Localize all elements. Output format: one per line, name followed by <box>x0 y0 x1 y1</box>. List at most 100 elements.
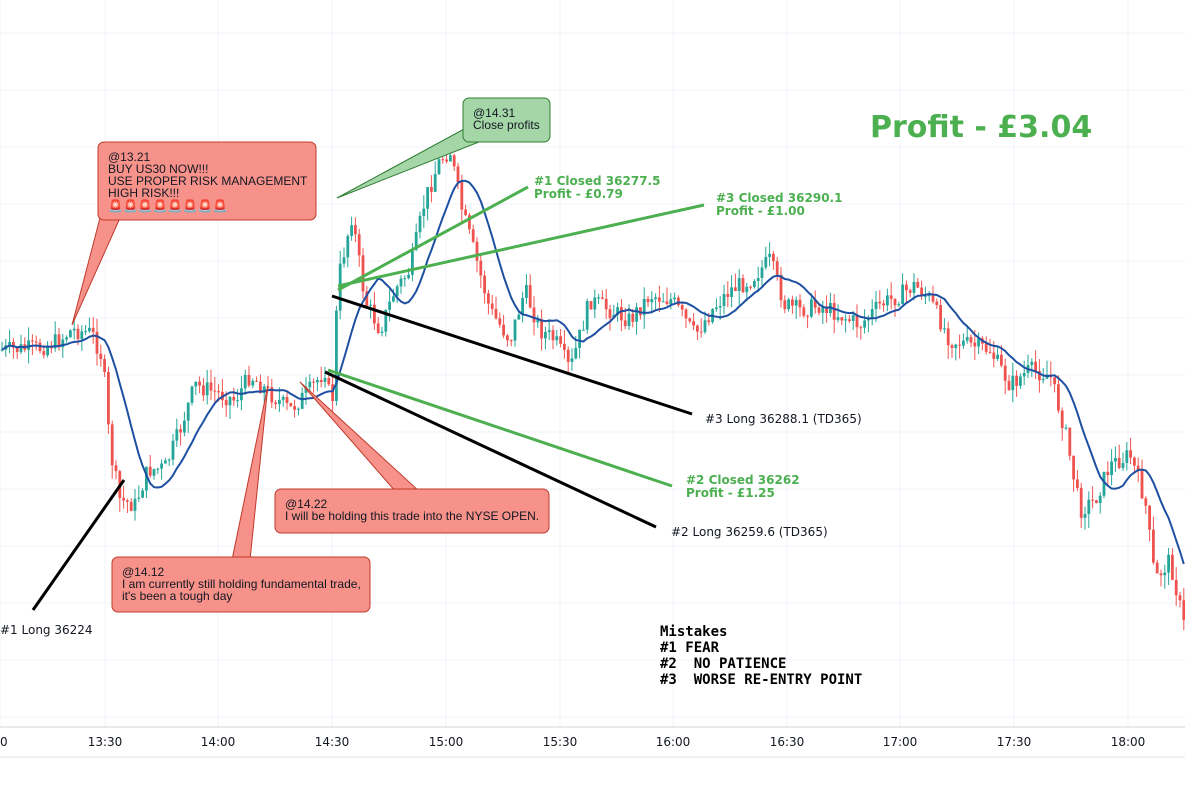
candle-body <box>703 320 707 333</box>
candle-body <box>357 234 361 256</box>
candle-body <box>34 341 38 343</box>
callout-13-21-line-2: USE PROPER RISK MANAGEMENT <box>108 174 308 188</box>
candle-body <box>844 319 847 321</box>
candle-body <box>293 406 296 410</box>
candle-body <box>483 275 486 294</box>
x-tick-label: 14:00 <box>201 735 236 749</box>
candle-body <box>525 285 528 298</box>
candle-body <box>327 378 331 385</box>
candle-body <box>570 358 574 362</box>
trade-label-closed-3: #3 Closed 36290.1 <box>716 191 842 205</box>
candle-body <box>878 301 882 304</box>
candle-body <box>578 329 581 348</box>
candle-body <box>848 319 851 321</box>
candle-body <box>84 331 87 333</box>
candle-body <box>692 321 695 326</box>
candle-body <box>684 309 688 319</box>
candle-body <box>555 336 559 341</box>
candle-body <box>669 299 673 305</box>
candle-body <box>608 309 612 319</box>
candle-body <box>1125 450 1129 463</box>
candle-body <box>882 303 885 306</box>
candle-body <box>350 225 353 237</box>
candle-body <box>665 301 669 305</box>
callout-14-31-line-0: @14.31 <box>473 106 516 120</box>
candle-body <box>141 490 144 498</box>
candle-body <box>886 295 889 306</box>
candle-body <box>969 337 973 343</box>
candle-body <box>464 209 467 216</box>
candle-body <box>756 278 760 281</box>
candle-body <box>1007 380 1011 391</box>
candle-body <box>72 328 76 331</box>
trade-profit-closed-1: Profit - £0.79 <box>534 187 623 201</box>
long-3-line <box>331 294 693 416</box>
candle-body <box>517 314 521 320</box>
trade-label-closed-1: #1 Closed 36277.5 <box>534 174 660 188</box>
candle-body <box>361 255 365 292</box>
candle-body <box>677 297 680 306</box>
candle-body <box>810 299 813 317</box>
x-tick-label: 17:00 <box>883 735 918 749</box>
candle-body <box>1064 427 1068 429</box>
candle-body <box>1136 465 1140 471</box>
long-1-line <box>31 479 126 611</box>
candle-body <box>61 339 65 348</box>
candle-body <box>247 374 251 386</box>
candle-body <box>973 342 977 347</box>
callout-14-22-line-1: I will be holding this trade into the NY… <box>285 509 539 523</box>
trade-profit-closed-3: Profit - £1.00 <box>716 204 805 218</box>
closed-3-line <box>337 203 705 288</box>
mistake-1: #1 FEAR <box>660 640 720 656</box>
candle-body <box>920 287 923 297</box>
candle-body <box>175 429 179 441</box>
candle-body <box>582 329 585 331</box>
candle-body <box>65 337 68 340</box>
candle-body <box>946 328 950 346</box>
candle-body <box>487 293 490 304</box>
profit-title: Profit - £3.04 <box>870 110 1092 145</box>
candle-body <box>1087 499 1091 515</box>
candle-body <box>726 294 730 297</box>
candle-body <box>1022 373 1026 377</box>
mistakes-heading: Mistakes <box>660 624 727 640</box>
candle-body <box>335 310 338 402</box>
candle-body <box>1140 470 1144 499</box>
candle-body <box>1041 378 1045 381</box>
candle-body <box>992 352 996 359</box>
candle-body <box>384 309 388 332</box>
candle-body <box>874 301 878 310</box>
candle-body <box>654 297 657 300</box>
candle-body <box>502 324 505 336</box>
candle-body <box>346 236 350 258</box>
candle-body <box>392 296 395 302</box>
candle-body <box>323 378 327 383</box>
candle-body <box>1057 384 1060 411</box>
candle-body <box>232 396 236 401</box>
candle-body <box>475 241 479 261</box>
callout-14-31: @14.31 Close profits <box>336 97 551 199</box>
candle-body <box>171 440 175 460</box>
candle-body <box>114 465 118 472</box>
candle-body <box>996 354 999 359</box>
candle-body <box>1060 410 1064 429</box>
candle-body <box>126 500 129 502</box>
candle-body <box>722 294 726 307</box>
candle-body <box>285 396 289 404</box>
candle-body <box>836 317 840 320</box>
candle-body <box>468 215 471 230</box>
candle-body <box>251 380 255 386</box>
candle-body <box>152 469 156 476</box>
long-2-line <box>324 370 657 529</box>
candle-body <box>597 297 600 299</box>
candle-body <box>802 307 806 316</box>
candle-body <box>110 424 114 466</box>
candle-body <box>270 387 274 403</box>
candle-body <box>1030 361 1034 366</box>
candle-body <box>642 298 646 316</box>
candle-body <box>908 290 912 293</box>
candle-body <box>1079 487 1083 518</box>
candle-body <box>76 328 80 340</box>
candle-body <box>160 463 163 469</box>
